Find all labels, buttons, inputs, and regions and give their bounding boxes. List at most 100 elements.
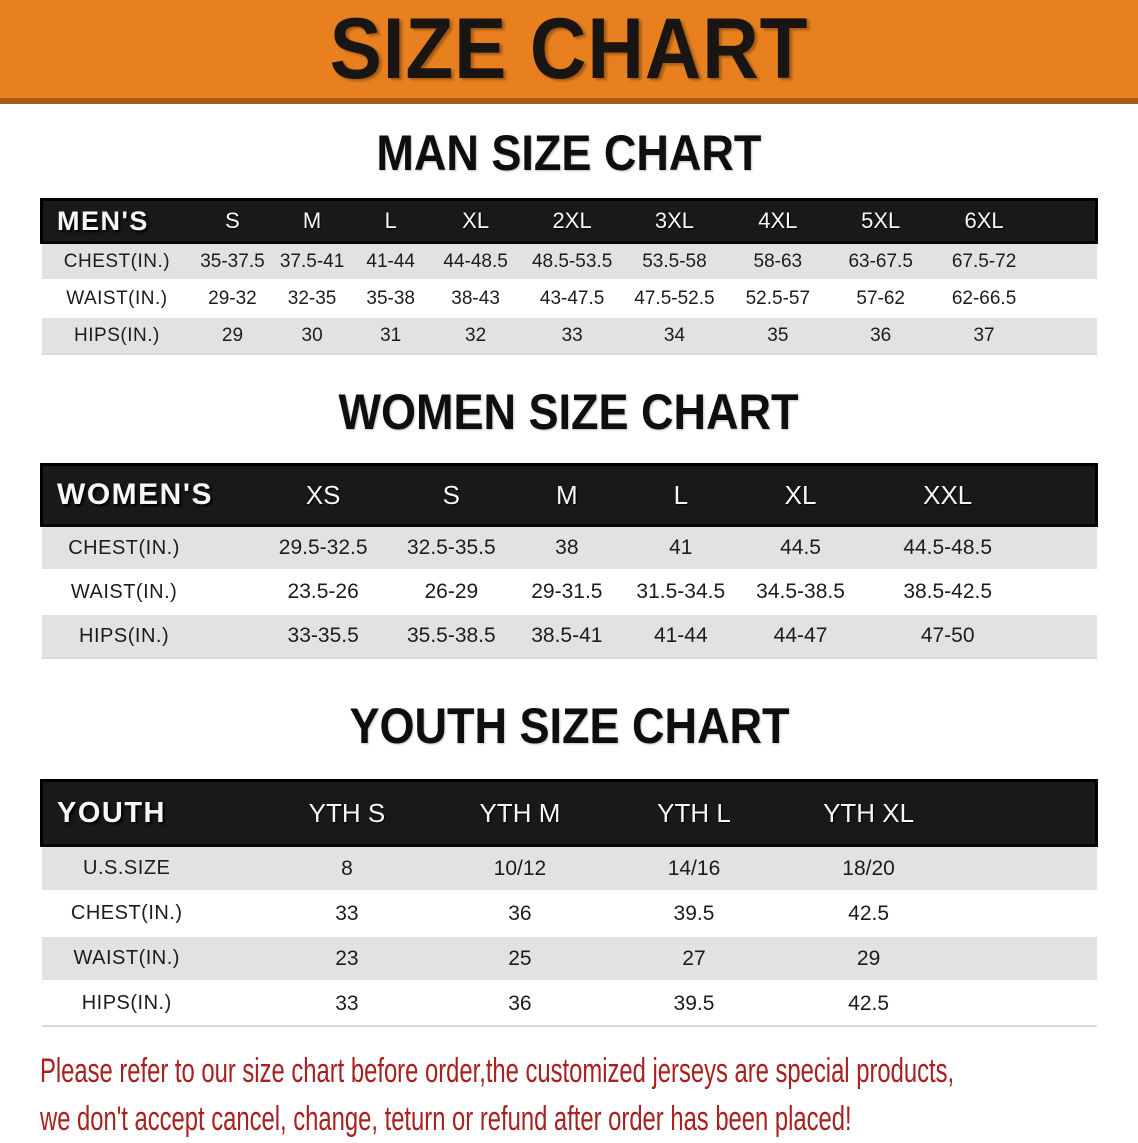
- youth-header-label: YOUTH: [39, 779, 261, 847]
- women-cell-r2-c3: 29-31.5: [512, 570, 622, 615]
- women-table-row-3: HIPS(IN.) 33-35.5 35.5-38.5 38.5-41 41-44 44-…: [41, 614, 1097, 659]
- youth-cell-r3-c3: 27: [606, 936, 782, 982]
- youth-row-label-2: CHEST(IN.): [41, 891, 261, 937]
- youth-cell-r2-c3: 39.5: [606, 891, 782, 937]
- youth-row-filler-2: [956, 891, 1097, 937]
- men-section-title-text: MAN SIZE CHART: [376, 125, 762, 181]
- men-cell-r3-c7: 35: [726, 317, 830, 355]
- youth-cell-r4-c4: 42.5: [781, 981, 957, 1027]
- women-column-header-5: XL: [739, 463, 862, 527]
- men-cell-r2-c3: 35-38: [351, 280, 430, 318]
- youth-row-label-1: U.S.SIZE: [41, 845, 261, 892]
- women-cell-r3-c4: 41-44: [621, 614, 740, 659]
- women-cell-r2-c6: 38.5-42.5: [861, 570, 1035, 615]
- women-column-header-1: XS: [255, 463, 391, 527]
- women-row-filler-3: [1034, 614, 1097, 659]
- men-cell-r2-c1: 29-32: [192, 280, 273, 318]
- men-row-filler-1: [1036, 242, 1097, 281]
- men-cell-r3-c4: 32: [429, 317, 522, 355]
- women-cell-r1-c4: 41: [621, 525, 740, 571]
- youth-cell-r4-c1: 33: [260, 981, 433, 1027]
- youth-row-label-3: WAIST(IN.): [41, 936, 261, 982]
- youth-row-filler-4: [956, 981, 1097, 1027]
- youth-cell-r3-c2: 25: [432, 936, 607, 982]
- youth-table-row-4: HIPS(IN.) 33 36 39.5 42.5: [41, 981, 1097, 1027]
- men-cell-r2-c2: 32-35: [272, 280, 352, 318]
- women-section-title-text: WOMEN SIZE CHART: [339, 384, 799, 440]
- youth-size-table: YOUTH YTH S YTH M YTH L YTH XL U.S.SIZE 8 10/12…: [39, 779, 1099, 1027]
- men-column-header-8: 5XL: [829, 198, 932, 244]
- men-size-table: MEN'S S M L XL 2XL 3XL 4XL 5XL 6XL CHEST(IN.) 35-37…: [40, 198, 1099, 355]
- women-row-label-3: HIPS(IN.): [41, 614, 256, 659]
- men-cell-r2-c5: 43-47.5: [521, 280, 623, 318]
- men-cell-r2-c8: 57-62: [829, 280, 932, 318]
- page-title: SIZE CHART: [329, 1, 809, 97]
- women-row-filler-2: [1034, 570, 1097, 615]
- men-table-row-3: HIPS(IN.) 29 30 31 32 33 34 35 36 37: [41, 317, 1097, 355]
- women-size-table: WOMEN'S XS S M L XL XXL CHEST(IN.) 29.5-32.5 32.5…: [39, 463, 1099, 659]
- youth-column-header-2: YTH M: [432, 779, 607, 847]
- order-notice: Please refer to our size chart before or…: [40, 1047, 1138, 1143]
- men-cell-r2-c7: 52.5-57: [726, 280, 830, 318]
- women-section-title: WOMEN SIZE CHART: [0, 385, 1138, 439]
- youth-cell-r3-c4: 29: [781, 936, 957, 982]
- men-cell-r1-c4: 44-48.5: [429, 242, 522, 281]
- men-cell-r3-c5: 33: [521, 317, 623, 355]
- women-column-header-6: XXL: [861, 463, 1035, 527]
- men-cell-r3-c8: 36: [829, 317, 932, 355]
- women-header-row: WOMEN'S XS S M L XL XXL: [39, 463, 1099, 527]
- men-cell-r1-c5: 48.5-53.5: [521, 242, 623, 281]
- women-header-filler: [1034, 463, 1099, 527]
- men-column-header-1: S: [192, 198, 273, 244]
- youth-header-filler: [956, 779, 1099, 847]
- men-row-label-1: CHEST(IN.): [41, 242, 193, 281]
- youth-row-filler-3: [956, 936, 1097, 982]
- men-column-header-7: 4XL: [726, 198, 830, 244]
- men-cell-r1-c2: 37.5-41: [272, 242, 352, 281]
- women-cell-r3-c1: 33-35.5: [255, 614, 391, 659]
- order-notice-line-1: Please refer to our size chart before or…: [40, 1052, 955, 1090]
- women-column-header-4: L: [621, 463, 740, 527]
- youth-cell-r2-c4: 42.5: [781, 891, 957, 937]
- women-cell-r1-c1: 29.5-32.5: [255, 525, 391, 571]
- men-table-row-2: WAIST(IN.) 29-32 32-35 35-38 38-43 43-47.5 47.…: [41, 280, 1097, 318]
- youth-cell-r2-c2: 36: [432, 891, 607, 937]
- banner: SIZE CHART: [0, 0, 1138, 104]
- men-cell-r3-c9: 37: [931, 317, 1037, 355]
- section-women: WOMEN SIZE CHART WOMEN'S XS S M L XL XXL CHEST(…: [0, 385, 1138, 659]
- men-row-filler-3: [1036, 317, 1097, 355]
- women-cell-r1-c2: 32.5-35.5: [390, 525, 512, 571]
- women-cell-r2-c1: 23.5-26: [255, 570, 391, 615]
- women-cell-r2-c2: 26-29: [390, 570, 512, 615]
- men-cell-r3-c3: 31: [351, 317, 430, 355]
- youth-table-row-3: WAIST(IN.) 23 25 27 29: [41, 936, 1097, 982]
- women-cell-r2-c4: 31.5-34.5: [621, 570, 740, 615]
- women-cell-r2-c5: 34.5-38.5: [739, 570, 862, 615]
- women-row-filler-1: [1034, 525, 1097, 571]
- men-cell-r2-c4: 38-43: [429, 280, 522, 318]
- women-column-header-2: S: [390, 463, 512, 527]
- women-cell-r3-c6: 47-50: [861, 614, 1035, 659]
- women-cell-r1-c6: 44.5-48.5: [861, 525, 1035, 571]
- youth-column-header-4: YTH XL: [781, 779, 957, 847]
- youth-section-title-text: YOUTH SIZE CHART: [348, 698, 790, 754]
- men-cell-r1-c1: 35-37.5: [192, 242, 273, 281]
- women-cell-r3-c3: 38.5-41: [512, 614, 622, 659]
- youth-cell-r1-c2: 10/12: [432, 845, 607, 892]
- women-row-label-2: WAIST(IN.): [41, 570, 256, 615]
- women-cell-r3-c5: 44-47: [739, 614, 862, 659]
- women-cell-r1-c3: 38: [512, 525, 622, 571]
- youth-cell-r3-c1: 23: [260, 936, 433, 982]
- men-column-header-4: XL: [429, 198, 522, 244]
- men-column-header-6: 3XL: [622, 198, 727, 244]
- women-column-header-3: M: [512, 463, 622, 527]
- men-header-label: MEN'S: [40, 198, 193, 244]
- youth-section-title: YOUTH SIZE CHART: [0, 699, 1138, 753]
- order-notice-line-2: we don't accept cancel, change, teturn o…: [40, 1100, 852, 1138]
- men-cell-r2-c6: 47.5-52.5: [622, 280, 727, 318]
- men-column-header-3: L: [351, 198, 430, 244]
- youth-cell-r1-c1: 8: [260, 845, 433, 892]
- section-men: MAN SIZE CHART MEN'S S M L XL 2XL 3XL 4XL 5XL 6XL…: [0, 126, 1138, 355]
- youth-table-row-1: U.S.SIZE 8 10/12 14/16 18/20: [41, 845, 1097, 892]
